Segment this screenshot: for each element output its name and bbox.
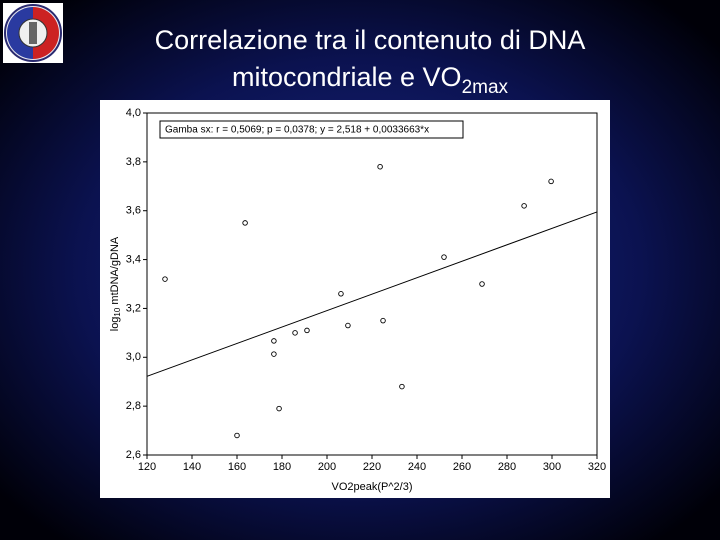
y-tick-label: 3,0	[126, 351, 141, 363]
annotation-box	[159, 120, 464, 139]
logo	[3, 3, 63, 63]
y-tick-label: 2,6	[126, 449, 141, 461]
x-tick-label: 320	[588, 461, 606, 473]
y-axis-label-part: mtDNA/gDNA	[109, 236, 121, 308]
point	[242, 220, 248, 226]
point	[399, 383, 405, 390]
point	[548, 178, 554, 185]
y-axis-label-part: log	[109, 317, 121, 332]
point	[441, 254, 447, 260]
point	[292, 330, 298, 336]
y-tick-label: 4,0	[126, 107, 141, 119]
y-tick-label: 3,4	[126, 253, 141, 265]
x-axis-label: VO2peak(P^2/3)	[332, 481, 413, 493]
point	[380, 317, 386, 324]
point	[345, 322, 351, 329]
x-tick-label: 280	[498, 461, 516, 473]
x-tick-label: 140	[183, 461, 201, 473]
x-tick-label: 160	[228, 461, 246, 473]
x-tick-label: 300	[543, 461, 561, 473]
point	[271, 351, 277, 357]
point	[377, 163, 383, 170]
y-tick-label: 3,8	[126, 156, 141, 168]
x-tick-label: 200	[318, 461, 336, 473]
x-tick-label: 260	[453, 461, 471, 473]
y-tick-label: 2,8	[126, 400, 141, 412]
point	[304, 327, 310, 334]
point	[234, 432, 240, 439]
title-line: mitocondriale e VO2max	[232, 62, 509, 98]
y-axis-label-part: 10	[113, 307, 122, 316]
y-tick-label: 3,6	[126, 205, 141, 217]
chart-panel	[100, 100, 610, 498]
y-tick-label: 3,2	[126, 302, 141, 314]
y-axis-label: log10 mtDNA/gDNA	[109, 236, 122, 331]
title-line: Correlazione tra il contenuto di DNA	[155, 25, 586, 55]
point	[479, 281, 485, 287]
point	[521, 203, 527, 209]
x-tick-label: 220	[363, 461, 381, 473]
annotation: Gamba sx: r = 0,5069; p = 0,0378; y = 2,…	[165, 125, 429, 136]
x-tick-label: 120	[138, 461, 156, 473]
point	[162, 276, 168, 282]
x-tick-label: 240	[408, 461, 426, 473]
trendline	[146, 211, 598, 377]
x-tick-label: 180	[273, 461, 291, 473]
point	[276, 405, 282, 412]
point	[338, 291, 344, 297]
point	[271, 338, 277, 344]
